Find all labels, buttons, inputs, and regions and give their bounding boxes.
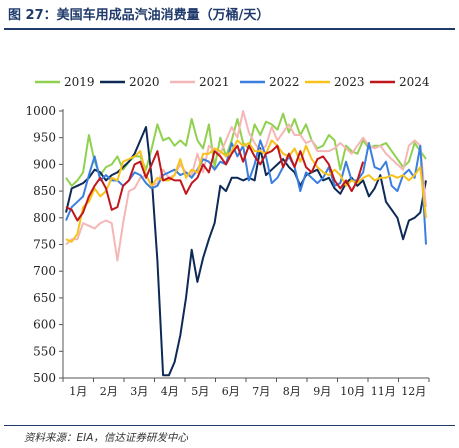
y-tick-label: 850 — [33, 184, 56, 198]
y-axis: 500 550 600 650 700 750 800 850 900 950 1000 — [25, 104, 64, 385]
y-tick-label: 800 — [33, 211, 56, 225]
legend-label: 2019 — [64, 75, 95, 89]
y-tick-label: 650 — [33, 291, 56, 305]
series-line-2024 — [65, 144, 365, 222]
series-layer — [65, 110, 427, 377]
legend-label: 2022 — [269, 75, 300, 89]
x-axis: 1月 2月 3月 4月 5月 6月 7月 8月 9月 10月 11月 12月 — [62, 377, 430, 398]
chart-title: 图 27：美国车用成品汽油消费量（万桶/天） — [8, 8, 270, 23]
x-tick-label: 7月 — [252, 385, 270, 398]
title-rule — [4, 28, 455, 30]
y-tick-label: 500 — [33, 371, 56, 385]
series-line-2023 — [65, 139, 427, 243]
x-tick-label: 12月 — [401, 385, 426, 398]
y-tick-label: 1000 — [25, 104, 56, 118]
legend-label: 2024 — [399, 75, 430, 89]
x-tick-label: 8月 — [283, 385, 301, 398]
x-tick-label: 3月 — [130, 385, 148, 398]
x-tick-label: 1月 — [69, 385, 87, 398]
y-tick-label: 550 — [33, 344, 56, 358]
y-tick-label: 700 — [33, 264, 56, 278]
legend-label: 2021 — [199, 75, 230, 89]
y-tick-label: 950 — [33, 131, 56, 145]
x-tick-label: 11月 — [371, 385, 396, 398]
series-line-2020 — [65, 126, 427, 377]
legend-label: 2023 — [334, 75, 365, 89]
x-tick-label: 2月 — [100, 385, 118, 398]
legend-label: 2020 — [129, 75, 160, 89]
y-tick-label: 900 — [33, 157, 56, 171]
x-tick-label: 4月 — [161, 385, 179, 398]
x-tick-label: 5月 — [191, 385, 209, 398]
y-tick-label: 600 — [33, 318, 56, 332]
chart-canvas: 2019 2020 2021 2022 2023 2024 500 550 600 650 700… — [25, 75, 430, 398]
x-tick-label: 6月 — [222, 385, 240, 398]
source-note: 资料来源：EIA，信达证券研发中心 — [24, 432, 188, 444]
source-rule — [4, 425, 455, 426]
x-tick-label: 9月 — [313, 385, 331, 398]
x-tick-label: 10月 — [340, 385, 365, 398]
chart-legend: 2019 2020 2021 2022 2023 2024 — [35, 75, 430, 89]
y-tick-label: 750 — [33, 238, 56, 252]
series-line-2021 — [65, 110, 427, 262]
